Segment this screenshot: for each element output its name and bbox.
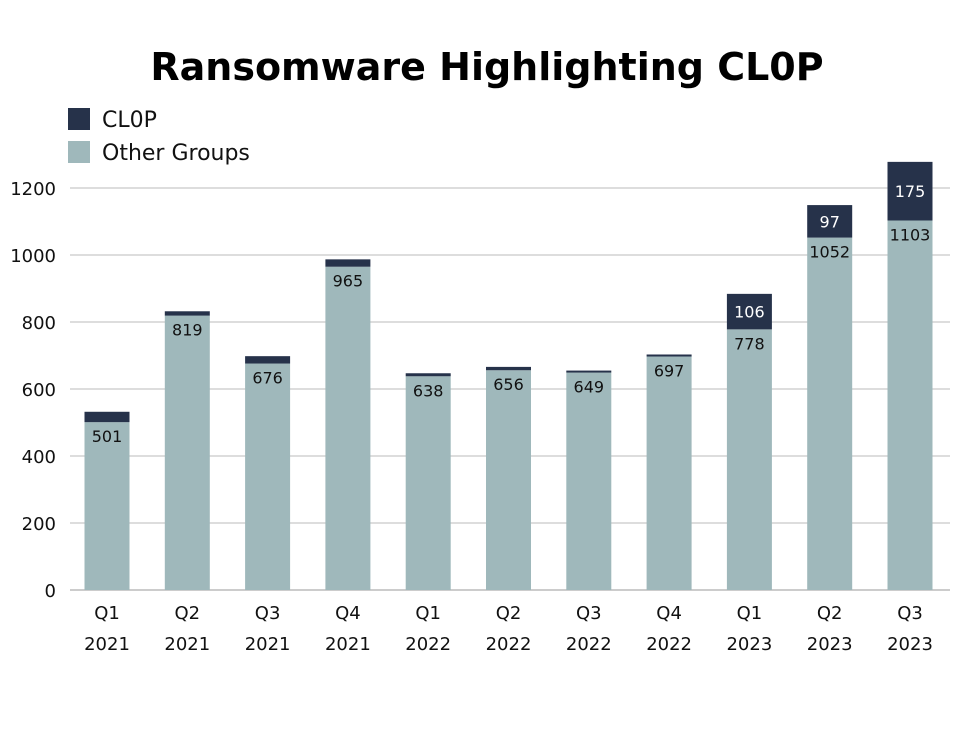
bar-clop bbox=[807, 205, 853, 238]
legend-label: Other Groups bbox=[102, 141, 250, 166]
bar-other-groups bbox=[486, 370, 531, 590]
legend-swatch bbox=[68, 141, 90, 163]
data-label-other-groups: 819 bbox=[172, 321, 203, 340]
y-tick-label: 200 bbox=[22, 514, 56, 535]
bar-clop bbox=[726, 293, 772, 330]
data-label-clop: 97 bbox=[820, 212, 840, 231]
bar-other-groups bbox=[726, 329, 772, 590]
bar-clop bbox=[164, 311, 210, 316]
bar-other-groups bbox=[325, 266, 371, 590]
x-tick-quarter: Q1 bbox=[415, 603, 441, 624]
data-label-other-groups: 649 bbox=[574, 378, 605, 397]
legend-label: CL0P bbox=[102, 108, 157, 133]
y-axis: 0 200 400 600 800 1000 1200 bbox=[10, 179, 56, 602]
data-label-other-groups: 697 bbox=[654, 362, 685, 381]
x-tick-year: 2022 bbox=[566, 634, 612, 655]
data-label-other-groups: 638 bbox=[413, 381, 444, 400]
bar-clop bbox=[887, 161, 933, 221]
bar-clop bbox=[646, 354, 692, 357]
data-label-other-groups: 965 bbox=[333, 272, 364, 291]
legend-swatch bbox=[68, 108, 90, 130]
x-tick-year: 2021 bbox=[325, 634, 371, 655]
x-tick-year: 2021 bbox=[245, 634, 291, 655]
bar-other-groups bbox=[887, 220, 933, 590]
bar-clop bbox=[84, 411, 130, 423]
x-tick-quarter: Q2 bbox=[174, 603, 200, 624]
legend: CL0P Other Groups bbox=[68, 108, 250, 166]
bar-clop bbox=[566, 370, 612, 373]
bar-other-groups bbox=[245, 363, 291, 590]
x-tick-quarter: Q2 bbox=[817, 603, 843, 624]
bar-other-groups bbox=[164, 315, 210, 590]
x-tick-year: 2023 bbox=[887, 634, 933, 655]
x-tick-quarter: Q3 bbox=[255, 603, 281, 624]
data-label-other-groups: 501 bbox=[92, 427, 123, 446]
data-label-other-groups: 656 bbox=[493, 375, 524, 394]
bar-other-groups bbox=[84, 422, 130, 590]
data-label-other-groups: 1103 bbox=[890, 225, 931, 244]
bars bbox=[84, 161, 933, 590]
x-tick-year: 2022 bbox=[486, 634, 532, 655]
y-tick-label: 400 bbox=[22, 447, 56, 468]
chart-title: Ransomware Highlighting CL0P bbox=[150, 45, 823, 89]
x-tick-quarter: Q1 bbox=[737, 603, 763, 624]
bar-clop bbox=[325, 259, 371, 267]
data-label-other-groups: 676 bbox=[252, 369, 283, 388]
x-tick-year: 2022 bbox=[646, 634, 692, 655]
x-tick-quarter: Q4 bbox=[656, 603, 682, 624]
x-tick-year: 2023 bbox=[726, 634, 772, 655]
bar-other-groups bbox=[405, 376, 451, 590]
x-tick-quarter: Q3 bbox=[576, 603, 602, 624]
x-tick-year: 2023 bbox=[807, 634, 853, 655]
bar-clop bbox=[245, 356, 291, 364]
y-tick-label: 1000 bbox=[10, 246, 56, 267]
data-label-clop: 175 bbox=[895, 182, 926, 201]
x-tick-quarter: Q2 bbox=[496, 603, 522, 624]
x-tick-quarter: Q1 bbox=[94, 603, 120, 624]
bar-clop bbox=[405, 373, 451, 377]
y-tick-label: 1200 bbox=[10, 179, 56, 200]
y-tick-label: 800 bbox=[22, 313, 56, 334]
bar-other-groups bbox=[807, 237, 853, 590]
bar-clop bbox=[486, 366, 531, 371]
x-tick-year: 2021 bbox=[164, 634, 210, 655]
data-label-other-groups: 1052 bbox=[809, 243, 850, 262]
x-tick-year: 2021 bbox=[84, 634, 130, 655]
x-axis: Q1 2021 Q2 2021 Q3 2021 Q4 2021 Q1 2022 Q2 2022 Q3 20… bbox=[84, 603, 933, 655]
y-tick-label: 0 bbox=[45, 581, 56, 602]
bar-other-groups bbox=[566, 372, 612, 590]
data-labels: 501 819 676 965 638 656 649 697 778 106 1052 97 1103… bbox=[92, 182, 931, 446]
data-label-clop: 106 bbox=[734, 303, 765, 322]
bar-other-groups bbox=[646, 356, 692, 590]
x-tick-year: 2022 bbox=[405, 634, 451, 655]
y-tick-label: 600 bbox=[22, 380, 56, 401]
x-tick-quarter: Q3 bbox=[897, 603, 923, 624]
data-label-other-groups: 778 bbox=[734, 334, 765, 353]
x-tick-quarter: Q4 bbox=[335, 603, 361, 624]
